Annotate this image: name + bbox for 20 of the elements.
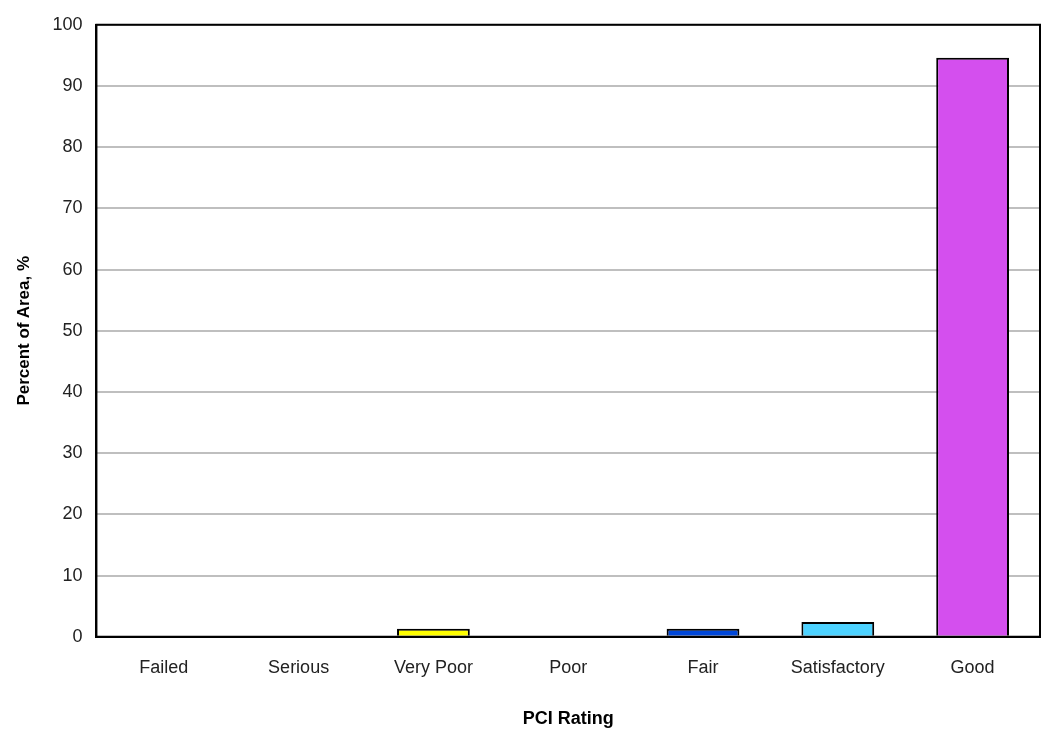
y-tick-label: 30 [62,442,83,463]
y-tick-label: 100 [52,13,83,34]
y-tick-label: 70 [62,197,83,218]
x-tick-label: Poor [549,656,588,677]
y-tick-label: 10 [62,564,83,585]
x-tick-label: Good [950,656,995,677]
y-tick-label: 90 [62,74,83,95]
x-tick-label: Serious [268,656,330,677]
y-tick-label: 0 [72,625,83,646]
y-tick-label: 60 [62,258,83,279]
y-tick-label: 80 [62,136,83,157]
y-tick-label: 50 [62,319,83,340]
y-tick-label: 20 [62,503,83,524]
x-tick-label: Very Poor [393,656,473,677]
x-tick-label: Fair [687,656,719,677]
x-axis-title: PCI Rating [522,708,614,729]
y-tick-label: 40 [62,380,83,401]
x-tick-label: Satisfactory [790,656,885,677]
x-tick-label: Failed [139,656,189,677]
y-axis-title: Percent of Area, % [13,256,33,406]
